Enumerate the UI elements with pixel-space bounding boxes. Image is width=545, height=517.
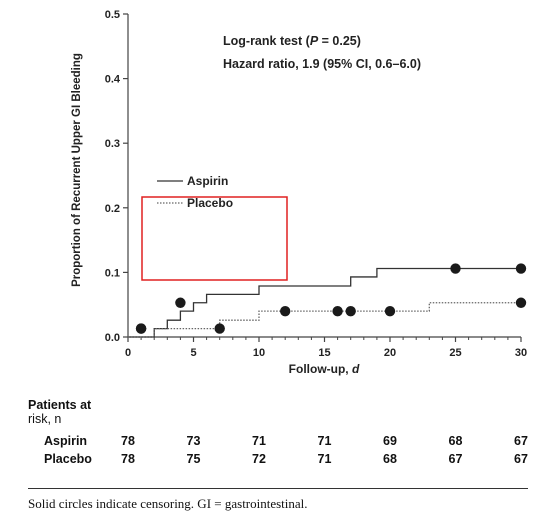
x-tick-label: 15	[318, 347, 330, 359]
highlight-box	[141, 196, 288, 281]
risk-value: 75	[186, 452, 201, 466]
risk-value: 68	[448, 434, 463, 448]
risk-value: 78	[121, 434, 135, 448]
y-tick-label: 0.1	[105, 267, 120, 279]
risk-title-line1: Patients at	[28, 398, 92, 412]
risk-title-line2: risk, n	[28, 412, 62, 426]
censor-marker-aspirin	[515, 263, 527, 274]
censor-marker-aspirin	[450, 263, 461, 274]
censor-marker-placebo	[345, 305, 356, 317]
censor-marker-placebo	[332, 305, 343, 317]
risk-value: 78	[121, 452, 135, 466]
risk-value: 71	[317, 452, 332, 466]
y-tick-label: 0.3	[105, 138, 120, 150]
censor-marker-placebo	[384, 305, 396, 317]
censor-marker-placebo	[135, 323, 147, 334]
annotation-hazard-ratio: Hazard ratio, 1.9 (95% CI, 0.6–6.0)	[223, 57, 421, 71]
legend: Aspirin Placebo	[157, 174, 233, 210]
risk-value: 68	[383, 452, 397, 466]
risk-row-label: Aspirin	[44, 434, 88, 448]
censor-marker-placebo	[515, 297, 527, 308]
legend-label-aspirin: Aspirin	[187, 174, 228, 188]
risk-value: 71	[317, 434, 332, 448]
risk-value: 72	[252, 452, 266, 466]
x-tick-label: 25	[449, 347, 461, 359]
y-tick-label: 0.5	[105, 9, 120, 21]
risk-value: 71	[252, 434, 266, 448]
x-tick-label: 0	[125, 347, 131, 359]
footnote: Solid circles indicate censoring. GI = g…	[28, 496, 308, 511]
censor-markers	[135, 263, 527, 334]
x-axis-label: Follow-up, d	[289, 362, 360, 376]
x-tick-label: 20	[384, 347, 396, 359]
risk-value: 67	[514, 452, 528, 466]
series-aspirin	[128, 267, 521, 338]
x-tick-label: 10	[253, 347, 265, 359]
axes: 0.0 0.1 0.2 0.3 0.4 0.5 0 5 10 15 20 25 30	[105, 9, 527, 359]
risk-value: 67	[448, 452, 463, 466]
legend-label-placebo: Placebo	[187, 196, 233, 210]
footnote-divider	[28, 488, 528, 489]
censor-marker-aspirin	[175, 297, 186, 308]
y-tick-label: 0.4	[105, 74, 121, 86]
y-tick-label: 0.0	[105, 332, 120, 344]
annotation-logrank: Log-rank test (P = 0.25)	[223, 34, 361, 48]
y-tick-label: 0.2	[105, 203, 120, 215]
series-layer	[128, 267, 521, 338]
x-tick-label: 5	[190, 347, 196, 359]
risk-value: 69	[383, 434, 397, 448]
series-placebo	[128, 302, 521, 338]
y-axis-label: Proportion of Recurrent Upper GI Bleedin…	[71, 53, 83, 287]
risk-value: 73	[186, 434, 201, 448]
risk-row-aspirin: Aspirin 78 73 71 71 69 68 67	[0, 434, 545, 452]
x-tick-label: 30	[515, 347, 527, 359]
km-chart: 0.0 0.1 0.2 0.3 0.4 0.5 0 5 10 15 20 25 30 Proportio…	[71, 9, 527, 376]
risk-row-placebo: Placebo 78 75 72 71 68 67 67	[0, 452, 545, 470]
risk-value: 67	[514, 434, 528, 448]
censor-marker-placebo	[214, 323, 225, 334]
censor-marker-placebo	[280, 305, 291, 317]
risk-row-label: Placebo	[44, 452, 92, 466]
risk-table-title: Patients at risk, n	[28, 398, 91, 426]
